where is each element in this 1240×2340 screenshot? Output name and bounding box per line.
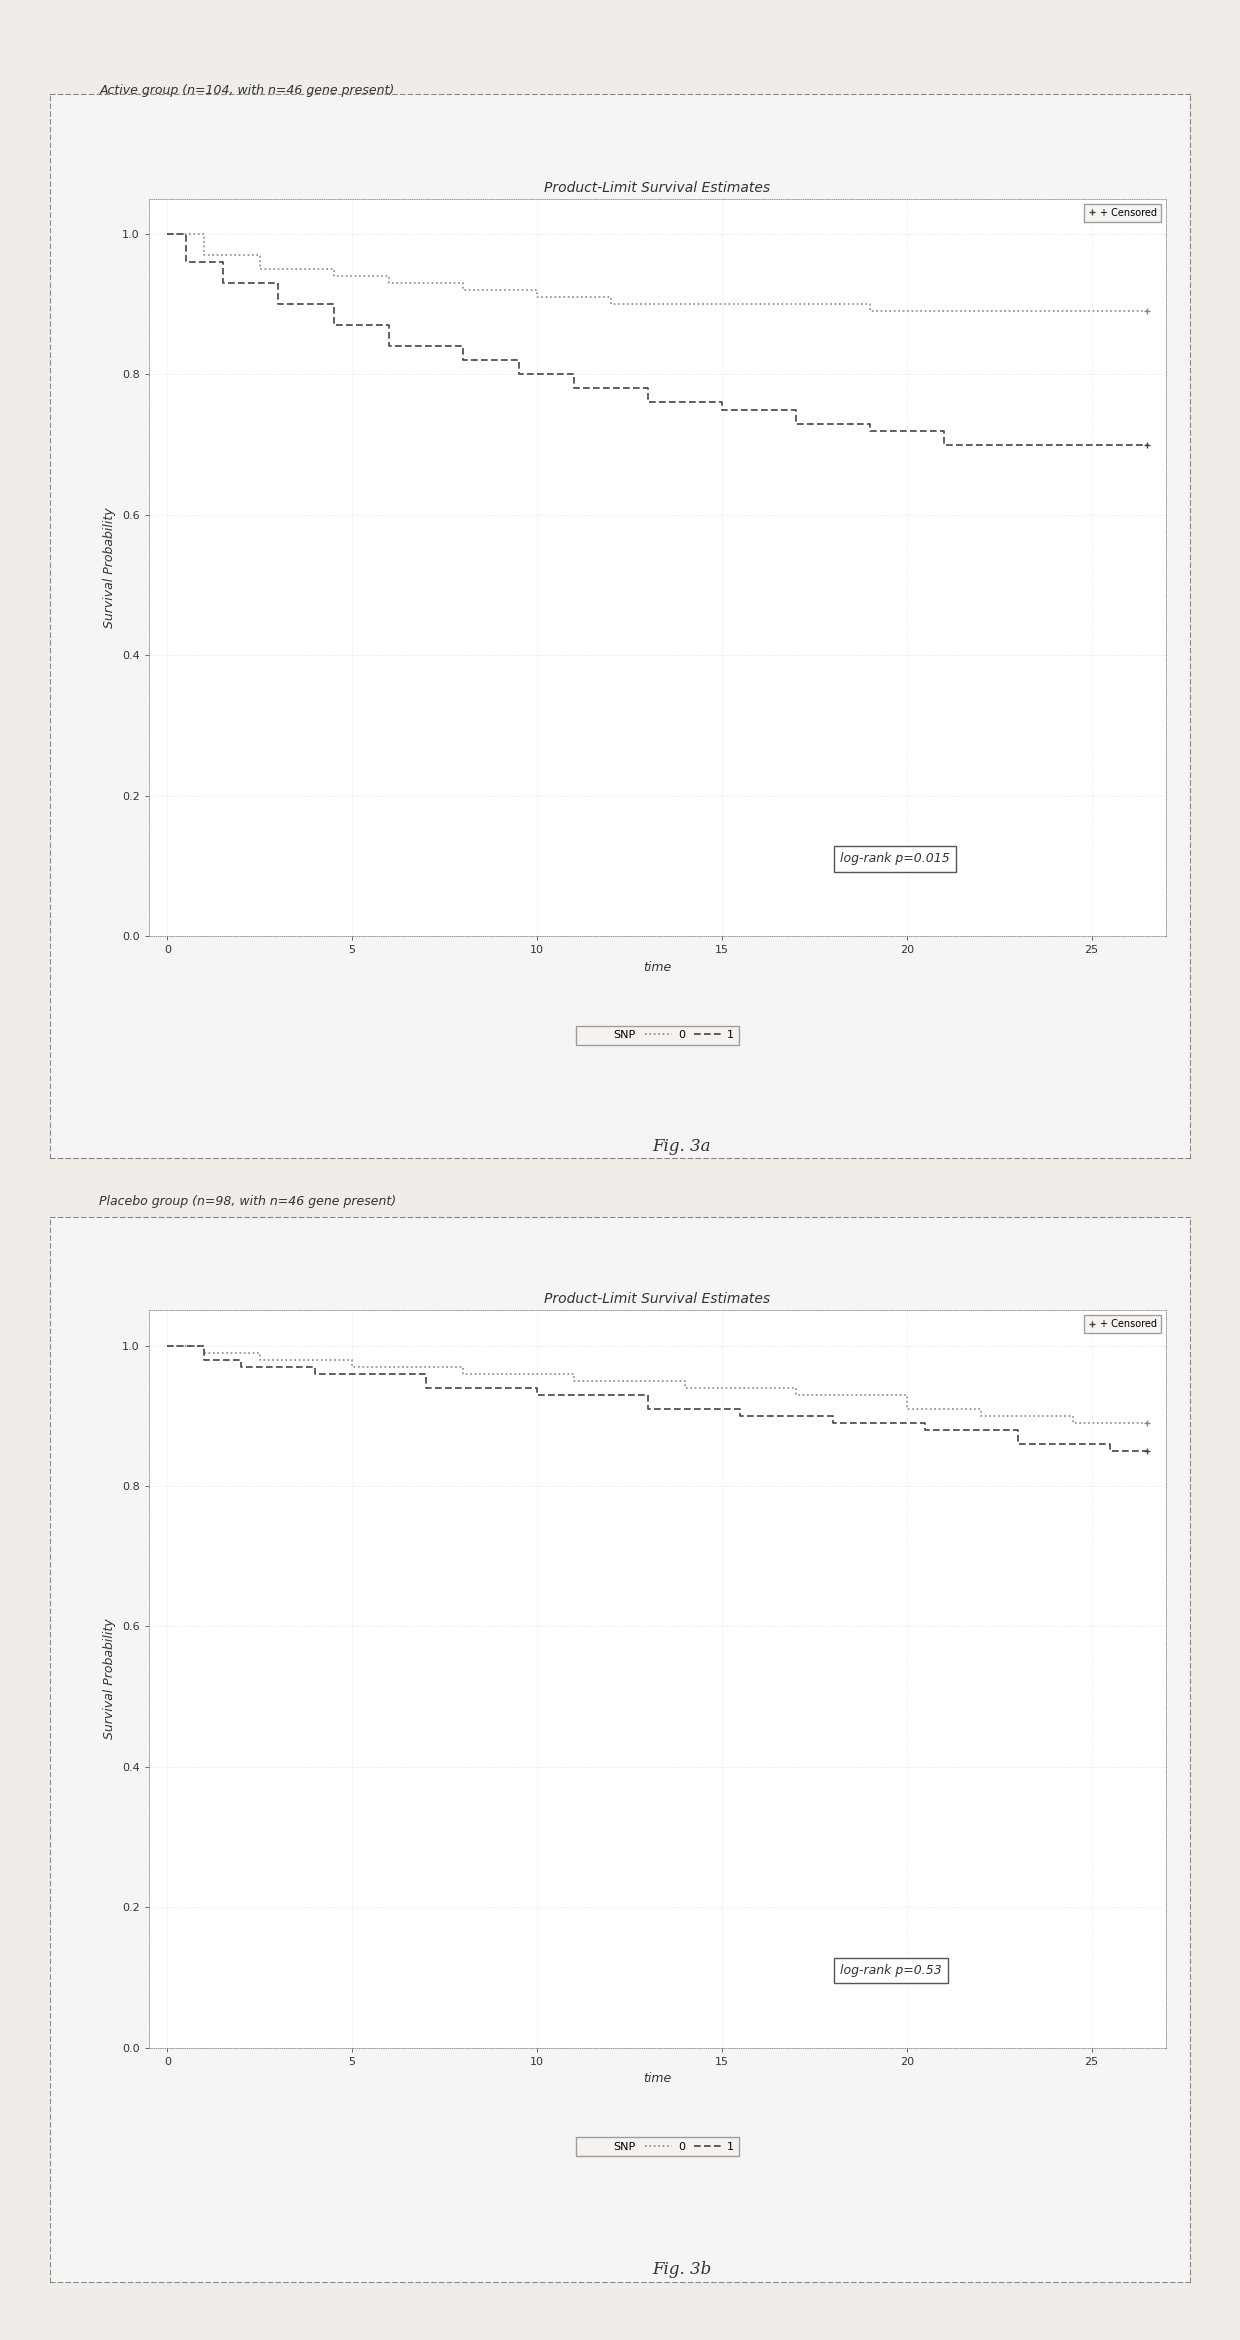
Text: log-rank p=0.015: log-rank p=0.015 xyxy=(841,852,950,866)
Y-axis label: Survival Probability: Survival Probability xyxy=(103,508,117,627)
Text: Fig. 3a: Fig. 3a xyxy=(652,1137,712,1156)
X-axis label: time: time xyxy=(644,962,671,973)
Title: Product-Limit Survival Estimates: Product-Limit Survival Estimates xyxy=(544,180,770,194)
Y-axis label: Survival Probability: Survival Probability xyxy=(103,1619,117,1739)
Legend: SNP, 0, 1: SNP, 0, 1 xyxy=(575,1025,739,1044)
Text: Active group (n=104, with n=46 gene present): Active group (n=104, with n=46 gene pres… xyxy=(99,84,394,96)
X-axis label: time: time xyxy=(644,2073,671,2085)
Title: Product-Limit Survival Estimates: Product-Limit Survival Estimates xyxy=(544,1292,770,1306)
Legend: SNP, 0, 1: SNP, 0, 1 xyxy=(575,2136,739,2155)
Text: Placebo group (n=98, with n=46 gene present): Placebo group (n=98, with n=46 gene pres… xyxy=(99,1196,397,1207)
Text: Fig. 3b: Fig. 3b xyxy=(652,2260,712,2279)
Text: log-rank p=0.53: log-rank p=0.53 xyxy=(841,1963,942,1977)
